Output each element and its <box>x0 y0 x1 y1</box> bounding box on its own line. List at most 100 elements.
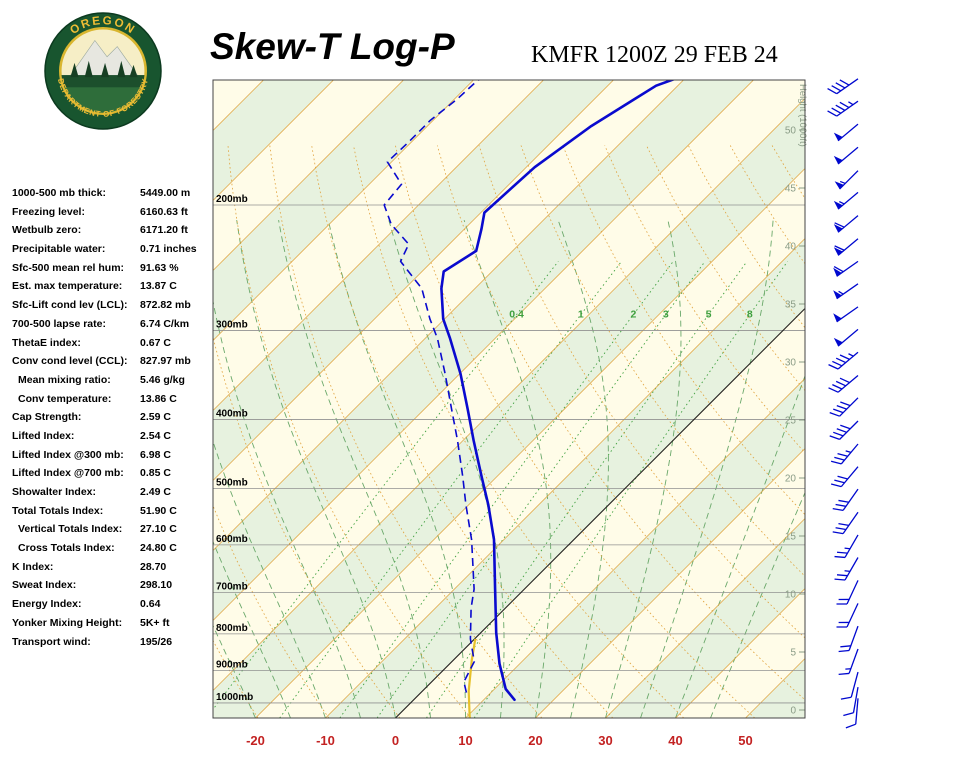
dry-adiabat-line <box>213 639 259 718</box>
pressure-label: 700mb <box>216 582 248 593</box>
height-tick-label: 35 <box>785 300 797 311</box>
temperature-curve <box>440 80 676 702</box>
stat-label: ThetaE index: <box>12 336 81 349</box>
stat-value: 91.63 % <box>140 261 179 274</box>
stat-value: 5.46 g/kg <box>140 373 185 386</box>
stat-value: 2.49 C <box>140 486 171 498</box>
pressure-label: 300mb <box>216 319 248 330</box>
wind-barb <box>832 488 859 512</box>
stat-row: Conv temperature: 13.86 C <box>12 390 212 409</box>
mixing-ratio-label: 3 <box>663 309 669 321</box>
moist-adiabat-line <box>463 219 552 718</box>
stat-value: 298.10 <box>140 579 173 592</box>
stat-label: Cap Strength: <box>12 411 82 424</box>
isotherm-line <box>213 80 614 482</box>
height-tick-label: 25 <box>785 416 797 427</box>
height-tick-label: 20 <box>785 474 797 485</box>
height-tick-label: 50 <box>785 126 797 137</box>
moist-adiabat-line <box>213 440 326 718</box>
isotherm-line <box>465 377 805 718</box>
moist-adiabat-line <box>213 299 361 718</box>
stat-label: Transport wind: <box>12 635 91 648</box>
mixing-ratio-line <box>339 261 674 718</box>
temp-axis-label: 10 <box>458 733 472 748</box>
stat-label: Est. max temperature: <box>12 280 123 293</box>
plot-border <box>212 79 806 719</box>
stat-label: Cross Totals Index: <box>18 542 115 555</box>
wind-barb <box>834 534 859 559</box>
stat-row: Transport wind: 195/26 <box>12 633 212 652</box>
wind-barb <box>834 557 859 581</box>
wind-barb-column <box>827 78 859 729</box>
stat-value: 0.71 inches <box>140 243 197 256</box>
stat-label: Wetbulb zero: <box>12 224 82 237</box>
mixing-ratio-line <box>279 261 622 718</box>
isotherm-line <box>213 97 805 692</box>
stat-row: Conv cond level (CCL): 827.97 mb <box>12 352 212 371</box>
stat-value: 28.70 <box>140 560 167 573</box>
stat-label: Vertical Totals Index: <box>18 523 123 536</box>
moist-adiabat-line <box>388 219 505 718</box>
stat-label: Yonker Mixing Height: <box>12 616 123 629</box>
plot-area <box>0 80 960 719</box>
dry-adiabat-line <box>940 146 960 719</box>
stat-value: 13.86 C <box>140 392 177 405</box>
pressure-label: 200mb <box>216 194 248 205</box>
mixing-ratio-label: 8 <box>747 309 753 321</box>
stat-row: Cap Strength: 2.59 C <box>12 408 212 427</box>
stat-label: 700-500 lapse rate: <box>12 317 106 330</box>
stat-row: Sfc-Lift cond lev (LCL): 872.82 mb <box>12 296 212 315</box>
wind-barb <box>827 100 859 117</box>
dry-adiabat-line <box>814 146 960 719</box>
mixing-ratio-label: 2 <box>630 309 636 321</box>
wind-barb <box>833 260 859 277</box>
wind-barb <box>833 191 859 210</box>
stat-row: Showalter Index: 2.49 C <box>12 483 212 502</box>
page-title: Skew-T Log-P <box>210 26 455 67</box>
wind-barb <box>833 283 859 300</box>
wind-barb <box>830 443 859 465</box>
pressure-label: 900mb <box>216 659 248 670</box>
stat-row: 1000-500 mb thick: 5449.00 m <box>12 184 212 203</box>
stat-label: Showalter Index: <box>12 486 97 498</box>
isotherm-line <box>0 80 54 718</box>
stat-row: K Index: 28.70 <box>12 558 212 577</box>
stat-label: Conv cond level (CCL): <box>12 355 128 368</box>
stat-value: 6171.20 ft <box>140 224 188 237</box>
temp-axis-label: 40 <box>668 733 682 748</box>
stat-row: Freezing level: 6160.63 ft <box>12 203 212 222</box>
wind-barb <box>828 375 859 393</box>
isotherm-band <box>0 80 54 718</box>
dry-adiabat-line <box>395 145 756 718</box>
tree-icon <box>70 62 79 78</box>
wind-barb <box>840 671 859 700</box>
isotherm-line <box>675 587 805 718</box>
stat-value: 195/26 <box>140 635 173 648</box>
height-tick-label: 5 <box>790 648 796 659</box>
height-tick-label: 10 <box>785 590 797 601</box>
isotherm-line <box>213 80 404 272</box>
tree-icon <box>129 64 138 78</box>
isotherm-band <box>0 80 194 718</box>
wind-barb <box>834 170 859 190</box>
stat-row: Vertical Totals Index: 27.10 C <box>12 520 212 539</box>
isotherm-line <box>213 80 754 622</box>
dry-adiabat-line <box>227 145 472 718</box>
stat-label: Conv temperature: <box>18 392 112 405</box>
stat-label: Sfc-Lift cond lev (LCL): <box>12 299 128 312</box>
isotherm-line <box>605 517 805 718</box>
temp-axis-label: 30 <box>598 733 612 748</box>
height-tick-label: 40 <box>785 242 797 253</box>
stat-value: 6.74 C/km <box>140 317 190 330</box>
stat-label: 1000-500 mb thick: <box>12 187 106 199</box>
isotherm-line <box>255 167 805 718</box>
stat-value: 6160.63 ft <box>140 205 188 218</box>
temp-axis-label: 50 <box>738 733 752 748</box>
stat-row: Sfc-500 mean rel hum: 91.63 % <box>12 259 212 278</box>
isotherm-line <box>213 80 544 412</box>
tree-icon <box>100 62 110 78</box>
wind-barb <box>833 215 859 233</box>
dry-adiabat-line <box>898 146 960 719</box>
mixing-ratio-label: 1 <box>578 309 584 321</box>
